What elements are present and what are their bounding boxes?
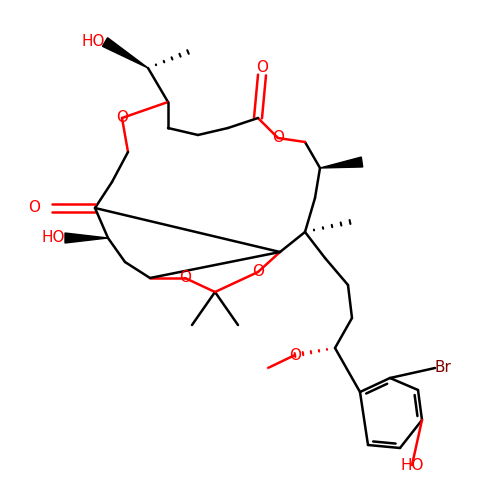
Text: O: O [28,200,40,216]
Polygon shape [65,233,108,243]
Text: O: O [272,130,284,146]
Text: HO: HO [42,230,65,246]
Text: O: O [289,348,301,362]
Polygon shape [102,38,148,68]
Text: O: O [116,110,128,126]
Text: O: O [256,60,268,74]
Polygon shape [320,157,362,168]
Text: Br: Br [435,360,452,376]
Text: O: O [252,264,264,280]
Text: HO: HO [400,458,424,472]
Text: HO: HO [82,34,105,50]
Text: O: O [179,270,191,285]
